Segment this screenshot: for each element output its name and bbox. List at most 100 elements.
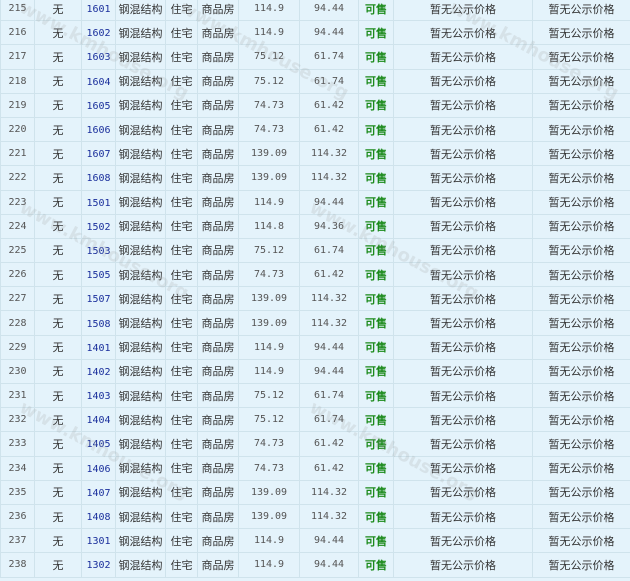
row-number-cell: 231 (0, 382, 35, 409)
row-number-cell: 228 (0, 310, 35, 336)
row-number-cell: 223 (0, 189, 35, 215)
unit-link[interactable]: 1403 (86, 391, 111, 403)
usage-cell: 住宅 (165, 552, 198, 578)
unit-link[interactable]: 1605 (86, 100, 111, 112)
building-area-cell: 114.9 (238, 189, 300, 215)
unit-link[interactable]: 1508 (86, 318, 111, 330)
usage-cell: 住宅 (165, 141, 198, 167)
unit-link[interactable]: 1404 (86, 415, 111, 427)
house-type-cell: 商品房 (197, 431, 239, 457)
listed-price-cell: 暂无公示价格 (393, 92, 533, 118)
unit-price-cell: 暂无公示价格 (532, 286, 630, 312)
sale-status-cell: 可售 (358, 479, 394, 505)
unit-price-cell: 暂无公示价格 (532, 44, 630, 70)
building-area-cell: 139.09 (238, 141, 300, 167)
usage-cell: 住宅 (165, 116, 198, 143)
unit-link[interactable]: 1602 (86, 28, 111, 40)
building-area-cell: 114.9 (238, 20, 300, 46)
listed-price-cell: 暂无公示价格 (393, 407, 533, 433)
structure-cell: 钢混结构 (115, 528, 166, 554)
unit-link[interactable]: 1401 (86, 342, 111, 354)
sale-status-cell: 可售 (358, 334, 394, 360)
unit-link[interactable]: 1406 (86, 463, 111, 475)
unit-link[interactable]: 1502 (86, 221, 111, 233)
row-number-cell: 216 (0, 20, 35, 46)
unit-link[interactable]: 1402 (86, 366, 111, 378)
house-type-cell: 商品房 (197, 20, 239, 46)
building-area-cell: 139.09 (238, 286, 300, 312)
sale-status-cell: 可售 (358, 92, 394, 118)
house-type-cell: 商品房 (197, 68, 239, 94)
usage-cell: 住宅 (165, 213, 198, 239)
unit-link[interactable]: 1405 (86, 439, 111, 451)
usage-cell: 住宅 (165, 407, 198, 433)
table-row: 223 无 1501 钢混结构 住宅 商品房 114.9 94.44 可售 暂无公示价格 暂无公示价… (0, 189, 630, 215)
unit-number-cell: 1601 (81, 0, 116, 22)
unit-number-cell: 1501 (81, 189, 116, 215)
unit-link[interactable]: 1301 (86, 536, 111, 548)
inner-area-cell: 61.74 (299, 44, 359, 70)
unit-link[interactable]: 1505 (86, 270, 111, 282)
sale-status-cell: 可售 (358, 431, 394, 457)
unit-price-cell: 暂无公示价格 (532, 141, 630, 167)
house-type-cell: 商品房 (197, 455, 239, 481)
building-area-cell: 74.73 (238, 262, 300, 288)
unit-link[interactable]: 1603 (86, 52, 111, 64)
unit-link[interactable]: 1302 (86, 560, 111, 572)
unit-link[interactable]: 1507 (86, 294, 111, 306)
building-area-cell: 139.09 (238, 479, 300, 505)
row-number-cell: 220 (0, 116, 35, 143)
house-type-cell: 商品房 (197, 262, 239, 288)
unit-link[interactable]: 1503 (86, 245, 111, 257)
property-cert-cell: 无 (34, 165, 82, 191)
table-row: 229 无 1401 钢混结构 住宅 商品房 114.9 94.44 可售 暂无公示价格 暂无公示价… (0, 334, 630, 360)
unit-number-cell: 1606 (81, 116, 116, 143)
unit-link[interactable]: 1607 (86, 149, 111, 161)
structure-cell: 钢混结构 (115, 431, 166, 457)
unit-number-cell: 1603 (81, 44, 116, 70)
unit-link[interactable]: 1608 (86, 173, 111, 185)
usage-cell: 住宅 (165, 0, 198, 22)
house-type-cell: 商品房 (197, 479, 239, 505)
listed-price-cell: 暂无公示价格 (393, 286, 533, 312)
unit-number-cell: 1406 (81, 455, 116, 481)
listed-price-cell: 暂无公示价格 (393, 503, 533, 530)
property-cert-cell: 无 (34, 528, 82, 554)
unit-link[interactable]: 1606 (86, 125, 111, 137)
house-type-cell: 商品房 (197, 44, 239, 70)
unit-number-cell: 1302 (81, 552, 116, 578)
table-row: 235 无 1407 钢混结构 住宅 商品房 139.09 114.32 可售 暂无公示价格 暂无公… (0, 479, 630, 505)
sale-status-cell: 可售 (358, 237, 394, 264)
unit-link[interactable]: 1501 (86, 197, 111, 209)
row-number-cell: 237 (0, 528, 35, 554)
usage-cell: 住宅 (165, 479, 198, 505)
building-area-cell: 74.73 (238, 116, 300, 143)
usage-cell: 住宅 (165, 528, 198, 554)
inner-area-cell: 61.74 (299, 407, 359, 433)
sale-status-cell: 可售 (358, 286, 394, 312)
unit-link[interactable]: 1604 (86, 76, 111, 88)
house-type-cell: 商品房 (197, 0, 239, 22)
table-row: 222 无 1608 钢混结构 住宅 商品房 139.09 114.32 可售 暂无公示价格 暂无公… (0, 165, 630, 191)
house-type-cell: 商品房 (197, 286, 239, 312)
property-cert-cell: 无 (34, 189, 82, 215)
unit-number-cell: 1408 (81, 503, 116, 530)
structure-cell: 钢混结构 (115, 116, 166, 143)
structure-cell: 钢混结构 (115, 407, 166, 433)
structure-cell: 钢混结构 (115, 189, 166, 215)
unit-link[interactable]: 1601 (86, 4, 111, 16)
unit-link[interactable]: 1408 (86, 512, 111, 524)
unit-link[interactable]: 1407 (86, 487, 111, 499)
usage-cell: 住宅 (165, 358, 198, 385)
structure-cell: 钢混结构 (115, 20, 166, 46)
row-number-cell: 224 (0, 213, 35, 239)
structure-cell: 钢混结构 (115, 92, 166, 118)
inner-area-cell: 114.32 (299, 479, 359, 505)
listed-price-cell: 暂无公示价格 (393, 358, 533, 385)
table-row: 219 无 1605 钢混结构 住宅 商品房 74.73 61.42 可售 暂无公示价格 暂无公示价… (0, 92, 630, 118)
unit-number-cell: 1607 (81, 141, 116, 167)
listed-price-cell: 暂无公示价格 (393, 116, 533, 143)
row-number-cell: 219 (0, 92, 35, 118)
building-area-cell: 114.9 (238, 552, 300, 578)
